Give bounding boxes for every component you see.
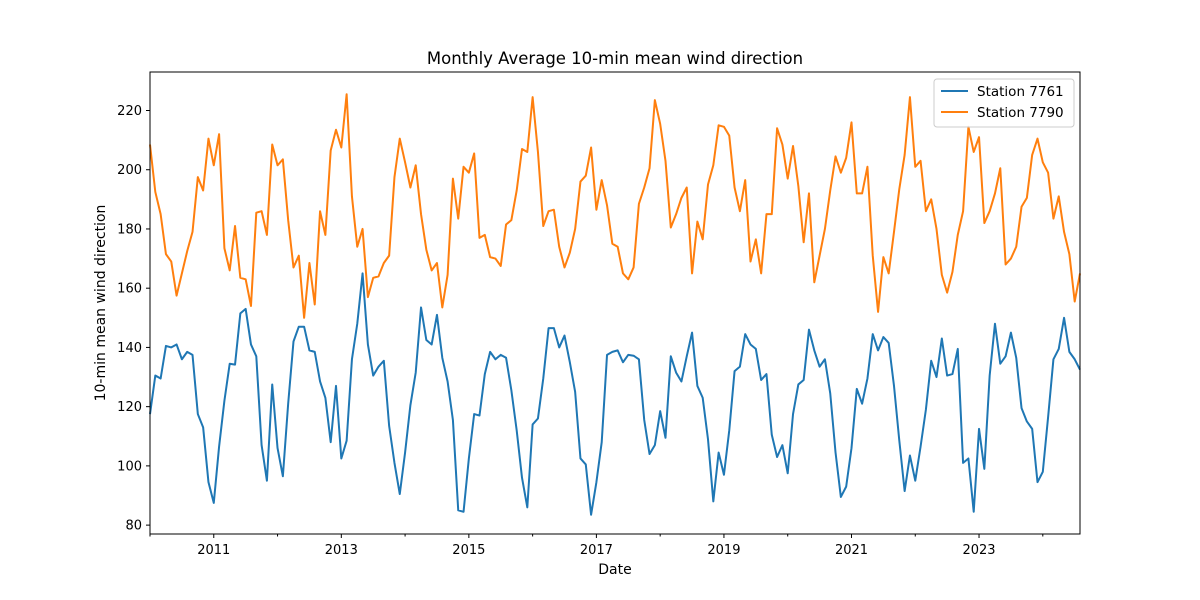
y-tick-label: 80 bbox=[125, 519, 142, 534]
chart-title: Monthly Average 10-min mean wind directi… bbox=[427, 49, 803, 68]
series-line-station-7790 bbox=[149, 93, 1081, 319]
x-tick-label: 2021 bbox=[835, 543, 868, 558]
plot-lines bbox=[149, 93, 1081, 516]
x-tick-label: 2011 bbox=[197, 543, 230, 558]
x-tick-label: 2019 bbox=[707, 543, 740, 558]
x-axis: 2011 2013 2015 2017 2019 2021 2023 bbox=[149, 534, 1044, 558]
y-axis-label: 10-min mean wind direction bbox=[93, 205, 109, 402]
y-tick-label: 220 bbox=[117, 104, 142, 119]
legend-label-station-7790: Station 7790 bbox=[977, 105, 1064, 121]
y-tick-label: 140 bbox=[117, 341, 142, 356]
x-tick-label: 2013 bbox=[325, 543, 358, 558]
y-tick-label: 160 bbox=[117, 282, 142, 297]
y-tick-label: 120 bbox=[117, 400, 142, 415]
x-tick-label: 2017 bbox=[580, 543, 613, 558]
legend: Station 7761 Station 7790 bbox=[933, 78, 1075, 128]
series-line-station-7761 bbox=[149, 272, 1081, 516]
x-tick-label: 2023 bbox=[962, 543, 995, 558]
legend-label-station-7761: Station 7761 bbox=[977, 84, 1064, 100]
legend-box bbox=[933, 78, 1075, 128]
x-axis-label: Date bbox=[598, 562, 631, 578]
y-tick-label: 100 bbox=[117, 459, 142, 474]
plot-area-frame bbox=[149, 71, 1081, 535]
y-tick-label: 180 bbox=[117, 222, 142, 237]
y-tick-label: 200 bbox=[117, 163, 142, 178]
x-tick-label: 2015 bbox=[452, 543, 485, 558]
y-axis: 80 100 120 140 160 180 200 220 bbox=[117, 104, 150, 534]
